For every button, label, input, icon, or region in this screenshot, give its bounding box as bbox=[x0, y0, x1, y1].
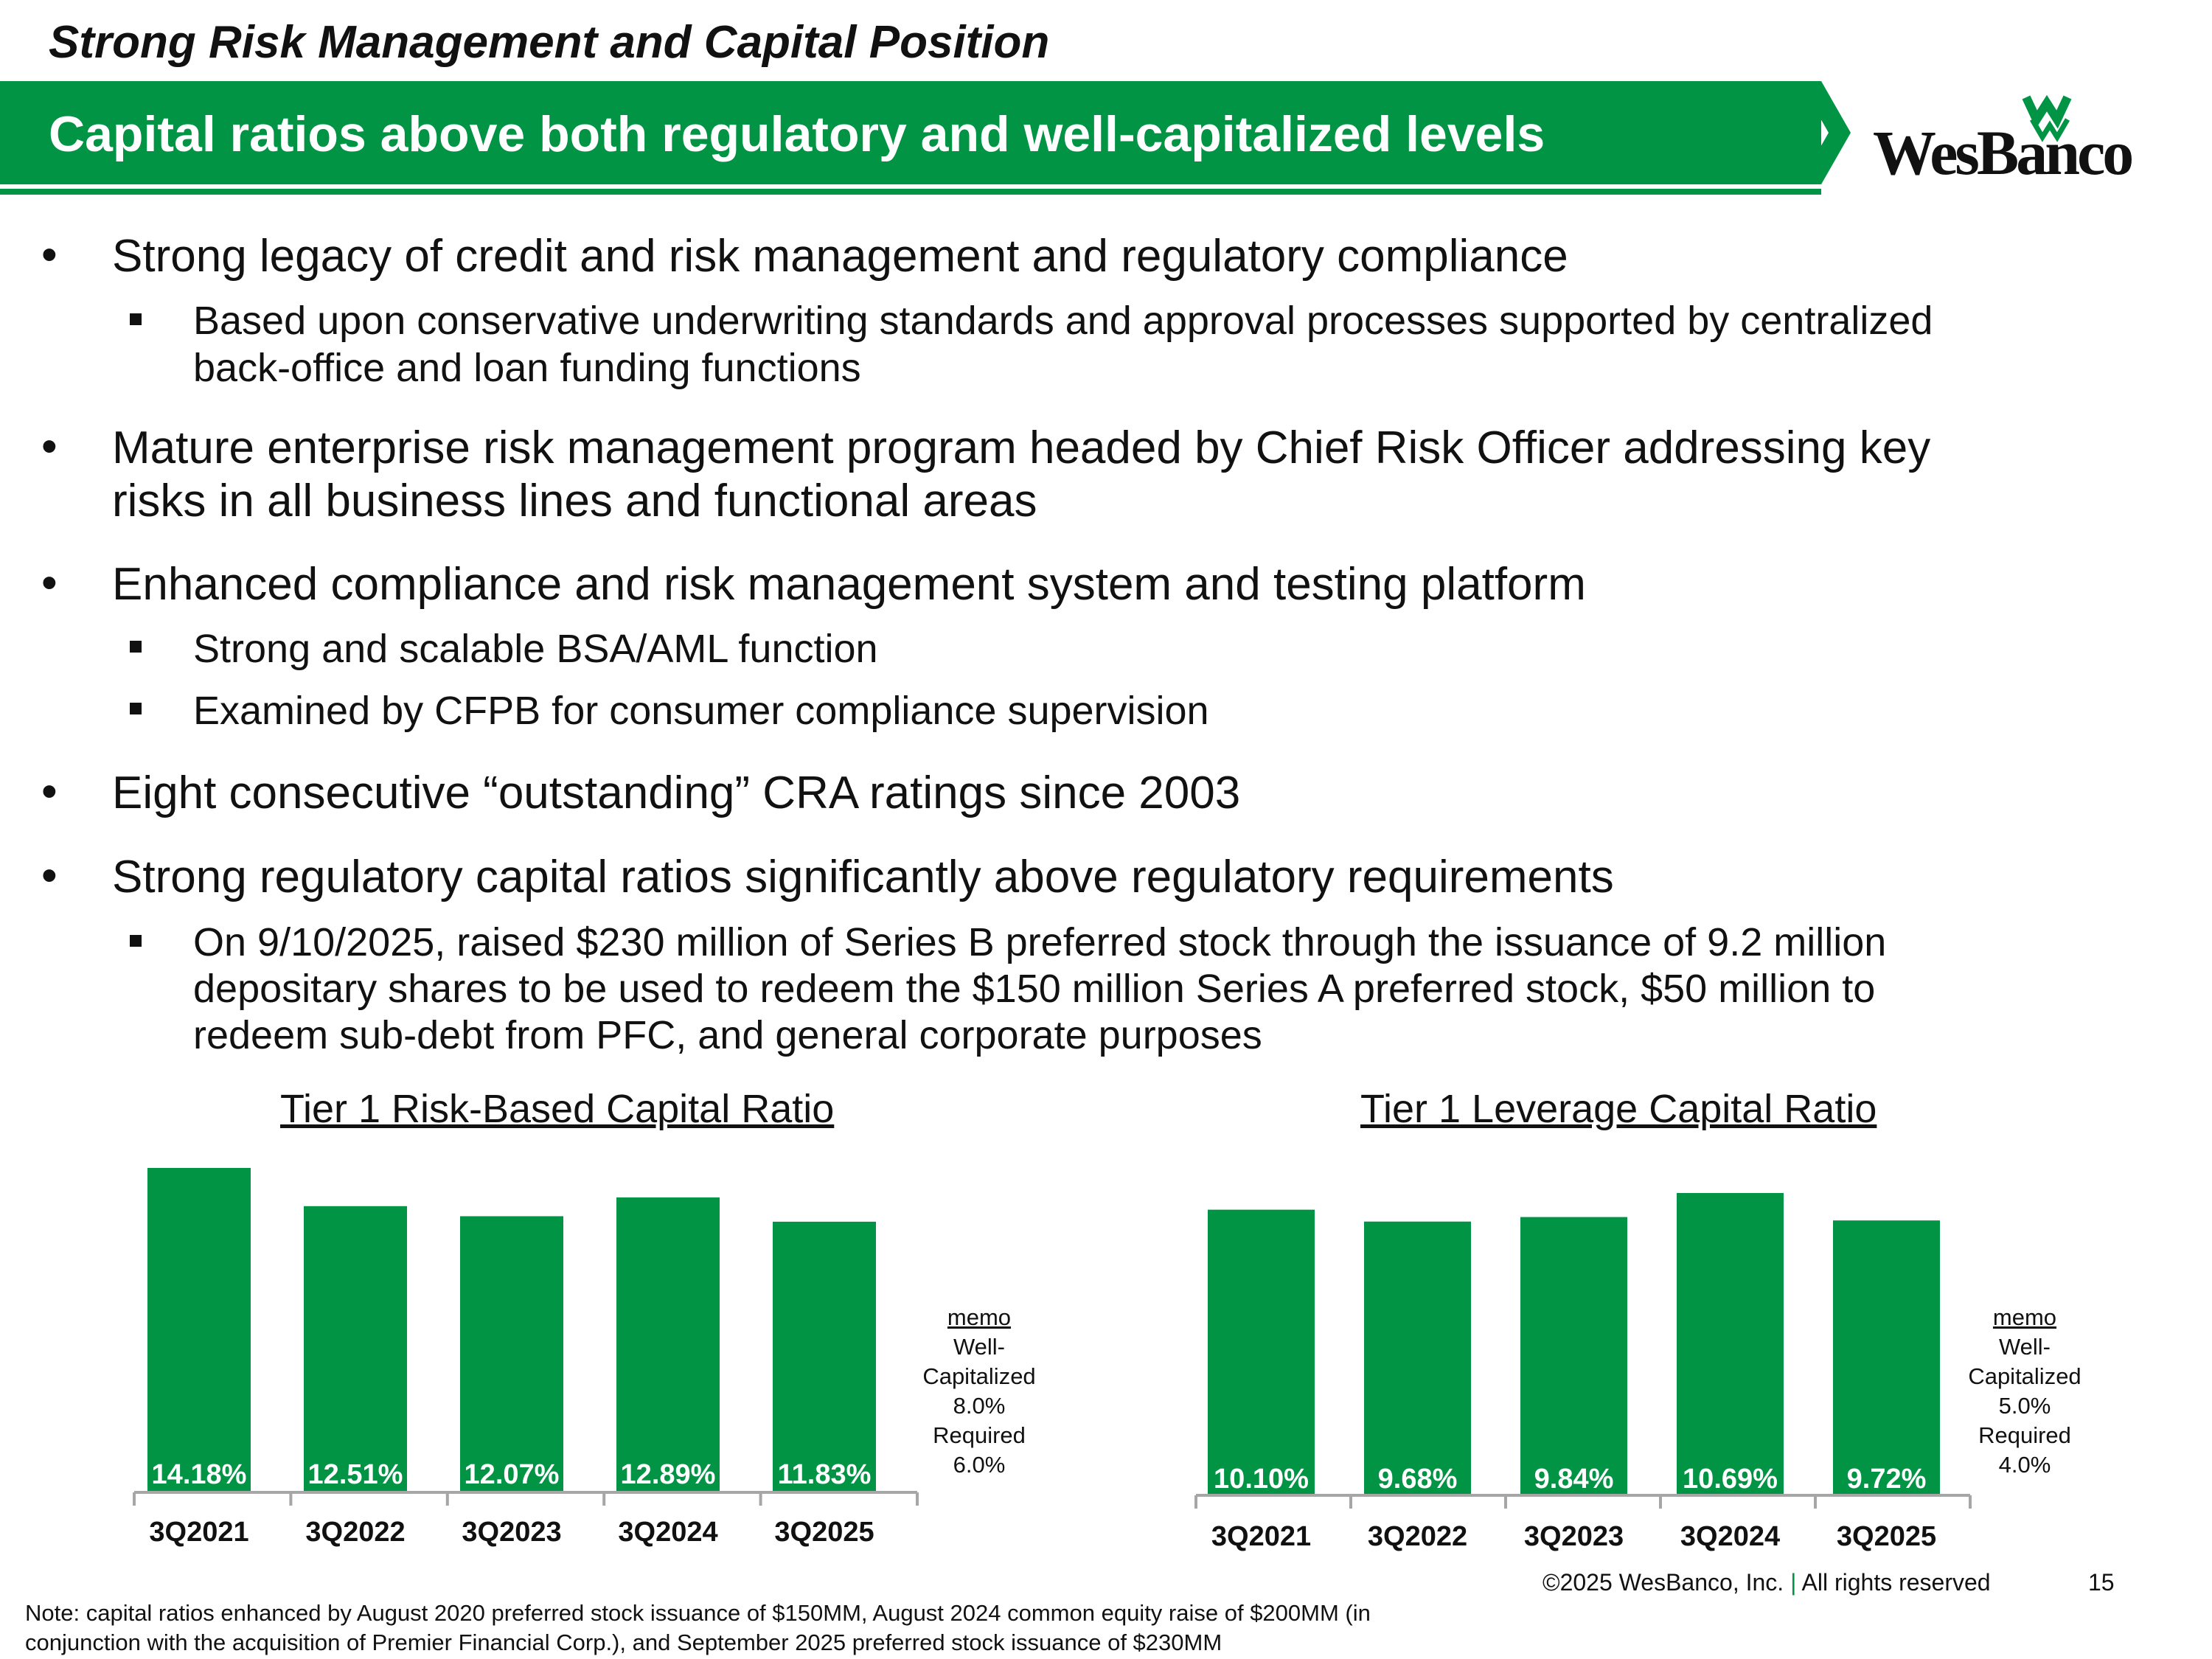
data-label-3Q2025: 9.72% bbox=[1847, 1464, 1927, 1495]
data-label-3Q2022: 12.51% bbox=[308, 1459, 403, 1490]
footnote: Note: capital ratios enhanced by August … bbox=[25, 1599, 1573, 1658]
memo-heading: memo bbox=[1992, 1304, 2057, 1330]
logo-mark-icon bbox=[2022, 94, 2072, 129]
memo-line: Capitalized bbox=[922, 1363, 1036, 1389]
wesbanco-logo: WesBanco bbox=[1873, 94, 2135, 183]
bullet-erm-l1: Mature enterprise risk management progra… bbox=[112, 422, 1931, 473]
data-label-3Q2024: 10.69% bbox=[1683, 1464, 1778, 1495]
footnote-line: conjunction with the acquisition of Prem… bbox=[25, 1630, 1222, 1655]
memo-line: Required bbox=[933, 1422, 1026, 1448]
footer-separator: | bbox=[1790, 1569, 1797, 1596]
tick-label-3Q2022: 3Q2022 bbox=[305, 1517, 405, 1548]
bullet-erm-l2: risks in all business lines and function… bbox=[112, 476, 1037, 526]
sub-bullet-bsa-aml: Strong and scalable BSA/AML function bbox=[193, 627, 878, 671]
tick-label-3Q2021: 3Q2021 bbox=[149, 1517, 248, 1548]
bar-3Q2023 bbox=[1520, 1217, 1627, 1495]
chart-title-risk-based: Tier 1 Risk-Based Capital Ratio bbox=[280, 1087, 835, 1131]
rights-text: All rights reserved bbox=[1801, 1569, 1991, 1596]
copyright-text: ©2025 WesBanco, Inc. bbox=[1543, 1569, 1784, 1596]
memo-line: Capitalized bbox=[1968, 1363, 2081, 1389]
bar-3Q2022 bbox=[304, 1206, 407, 1492]
tick-label-3Q2023: 3Q2023 bbox=[1524, 1521, 1624, 1552]
page-number: 15 bbox=[2088, 1569, 2115, 1596]
data-label-3Q2022: 9.68% bbox=[1378, 1464, 1458, 1495]
tick-label-3Q2025: 3Q2025 bbox=[774, 1517, 874, 1548]
data-label-3Q2024: 12.89% bbox=[621, 1459, 716, 1490]
sub-bullet-cfpb: Examined by CFPB for consumer compliance… bbox=[193, 689, 1209, 733]
sub-bullet-preferred-l3: redeem sub-debt from PFC, and general co… bbox=[193, 1013, 1262, 1057]
bullet-credit-risk: Strong legacy of credit and risk managem… bbox=[112, 231, 1568, 282]
sub-bullet-preferred-l2: depositary shares to be used to redeem t… bbox=[193, 967, 1876, 1011]
sub-bullet-square bbox=[130, 935, 142, 947]
memo-line: Well- bbox=[1998, 1334, 2051, 1360]
memo-leverage: memo Well- Capitalized 5.0% Required 4.0… bbox=[1951, 1303, 2098, 1480]
footnote-line: Note: capital ratios enhanced by August … bbox=[25, 1600, 1371, 1626]
memo-well-capitalized-value: 8.0% bbox=[953, 1393, 1006, 1419]
data-label-3Q2021: 14.18% bbox=[152, 1459, 247, 1490]
title-banner bbox=[0, 81, 1821, 184]
sub-bullet-underwriting-l1: Based upon conservative underwriting sta… bbox=[193, 299, 1933, 343]
sub-bullet-square bbox=[130, 641, 142, 653]
bar-3Q2023 bbox=[460, 1216, 563, 1492]
bar-3Q2025 bbox=[1833, 1220, 1940, 1495]
tick-label-3Q2023: 3Q2023 bbox=[462, 1517, 561, 1548]
memo-required-value: 4.0% bbox=[1998, 1452, 2051, 1478]
chart-risk-based: 14.18% 3Q2021 12.51% 3Q2022 12.07% 3Q2023 12.8… bbox=[133, 1168, 919, 1548]
tick-label-3Q2024: 3Q2024 bbox=[1680, 1521, 1780, 1552]
banner-chevron-icon bbox=[1799, 81, 1851, 184]
svg-text:WesBanco: WesBanco bbox=[1873, 117, 2132, 183]
page-title: Capital ratios above both regulatory and… bbox=[49, 106, 1545, 162]
memo-heading: memo bbox=[947, 1304, 1012, 1330]
data-label-3Q2023: 9.84% bbox=[1534, 1464, 1614, 1495]
bullet-dot: • bbox=[41, 850, 58, 901]
bullet-dot: • bbox=[41, 766, 58, 817]
tick-label-3Q2025: 3Q2025 bbox=[1837, 1521, 1936, 1552]
tick-label-3Q2022: 3Q2022 bbox=[1368, 1521, 1467, 1552]
data-label-3Q2021: 10.10% bbox=[1214, 1464, 1309, 1495]
bullet-dot: • bbox=[41, 229, 58, 280]
chart-title-leverage: Tier 1 Leverage Capital Ratio bbox=[1360, 1087, 1877, 1131]
bullet-dot: • bbox=[41, 421, 58, 472]
bullet-cra: Eight consecutive “outstanding” CRA rati… bbox=[112, 768, 1241, 818]
title-divider bbox=[0, 189, 1821, 195]
memo-line: Well- bbox=[953, 1334, 1006, 1360]
data-label-3Q2025: 11.83% bbox=[778, 1459, 872, 1490]
sub-bullet-square bbox=[130, 313, 142, 325]
bullet-capital-ratios: Strong regulatory capital ratios signifi… bbox=[112, 852, 1614, 902]
bar-3Q2022 bbox=[1364, 1221, 1471, 1495]
sub-bullet-underwriting-l2: back-office and loan funding functions bbox=[193, 346, 861, 390]
data-label-3Q2023: 12.07% bbox=[465, 1459, 560, 1490]
sub-bullet-preferred-l1: On 9/10/2025, raised $230 million of Ser… bbox=[193, 920, 1887, 964]
memo-risk-based: memo Well- Capitalized 8.0% Required 6.0… bbox=[905, 1303, 1053, 1480]
bar-3Q2021 bbox=[1208, 1209, 1315, 1495]
tick-label-3Q2024: 3Q2024 bbox=[618, 1517, 717, 1548]
bar-3Q2024 bbox=[1677, 1193, 1784, 1495]
bar-3Q2021 bbox=[147, 1168, 251, 1492]
memo-required-value: 6.0% bbox=[953, 1452, 1006, 1478]
memo-line: Required bbox=[1978, 1422, 2071, 1448]
bullet-dot: • bbox=[41, 557, 58, 608]
section-kicker: Strong Risk Management and Capital Posit… bbox=[49, 17, 1050, 68]
chart-leverage: 10.10% 3Q2021 9.68% 3Q2022 9.84% 3Q2023 10.69%… bbox=[1194, 1193, 1972, 1552]
footer-copyright: ©2025 WesBanco, Inc. | All rights reserv… bbox=[1543, 1569, 1991, 1596]
bullet-compliance: Enhanced compliance and risk management … bbox=[112, 559, 1586, 610]
sub-bullet-square bbox=[130, 703, 142, 714]
tick-label-3Q2021: 3Q2021 bbox=[1211, 1521, 1311, 1552]
memo-well-capitalized-value: 5.0% bbox=[1998, 1393, 2051, 1419]
bar-3Q2025 bbox=[773, 1221, 876, 1492]
bar-3Q2024 bbox=[616, 1197, 720, 1492]
